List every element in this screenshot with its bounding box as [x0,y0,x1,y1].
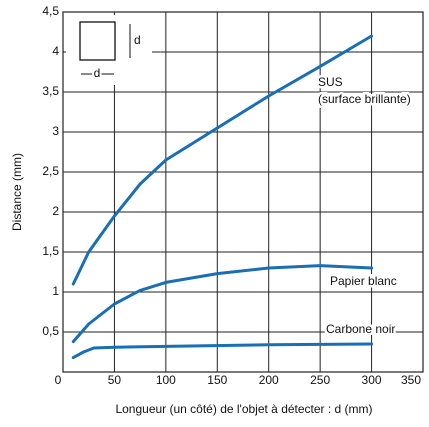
y-tick-label: 3 [52,124,59,138]
y-tick-label: 4 [52,44,59,58]
x-axis-title: Longueur (un côté) de l'objet à détecter… [115,402,372,416]
y-tick-label: 0,5 [42,324,59,338]
y-tick-label: 2 [52,204,59,218]
series-label: Carbone noir [326,322,395,336]
x-tick-label: 150 [207,373,227,387]
x-tick-label: 100 [156,373,176,387]
y-tick-label: 3,5 [42,84,59,98]
series-line [71,342,374,360]
y-axis-title: Distance (mm) [10,153,24,231]
x-tick-label: 350 [401,373,421,387]
series-line [71,34,374,286]
x-tick-label: 200 [259,373,279,387]
plot-frame [62,11,424,373]
y-tick-label: 4,5 [42,4,59,18]
inset-label: d [94,66,101,80]
series-label: Papier blanc [330,274,397,288]
y-tick-label: 2,5 [42,164,59,178]
inset-square [79,21,116,61]
series-line [71,264,374,344]
series-label: SUS [318,75,343,89]
y-tick-label: 1 [52,284,59,298]
inset-label: d [134,33,141,47]
series-label: (surface brillante) [318,92,411,106]
x-tick-label: 250 [310,373,330,387]
y-tick-label: 1,5 [42,244,59,258]
x-tick-label: 50 [108,373,122,387]
x-tick-label: 300 [362,373,382,387]
x-tick-label: 0 [55,373,62,387]
